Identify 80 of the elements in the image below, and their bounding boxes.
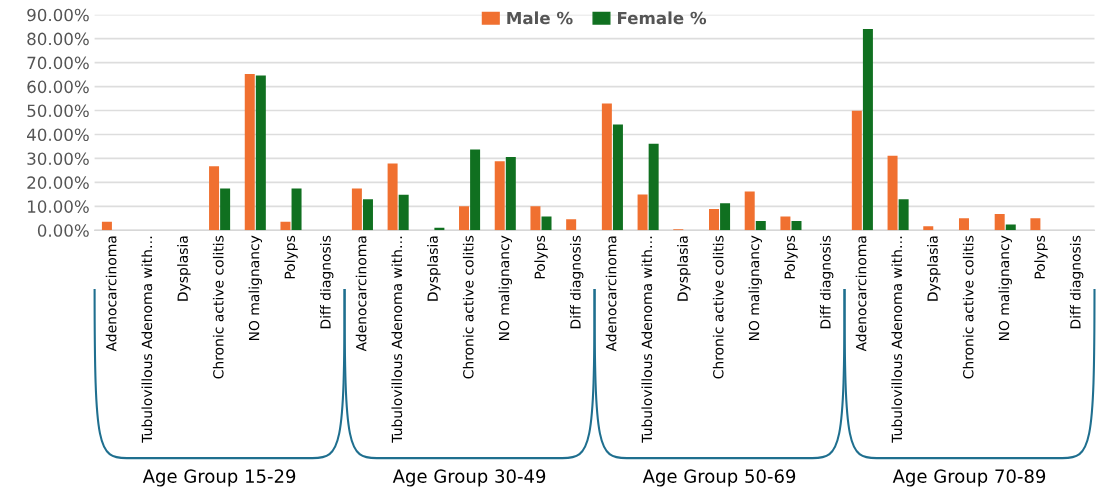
y-tick-label: 0.00% (37, 224, 89, 237)
bar (780, 216, 791, 231)
y-tick-label: 60.00% (27, 80, 89, 94)
bar (280, 221, 291, 231)
bar (648, 143, 659, 231)
x-tick-label: NO malignancy (248, 235, 263, 341)
y-tick-label: 80.00% (27, 32, 89, 46)
y-tick-label: 30.00% (27, 152, 89, 165)
bar (244, 74, 255, 231)
bar (387, 163, 398, 231)
x-tick-label: Tubulovillous Adenoma with… (891, 236, 903, 443)
y-tick-label: 40.00% (27, 128, 89, 142)
bar (566, 219, 577, 231)
y-tick-label: 10.00% (28, 200, 89, 213)
bar (994, 214, 1005, 231)
x-tick-label: Chronic active colitis (462, 235, 474, 379)
text: Age Group 15-29 (142, 469, 296, 487)
x-tick-label: Polyps (784, 235, 798, 279)
bar (209, 166, 220, 231)
y-tick-label: 50.00% (27, 104, 89, 118)
bar (530, 206, 541, 231)
text: Age Group 70-89 (892, 469, 1046, 487)
bar (958, 218, 969, 231)
x-tick-label: Diff diagnosis (819, 235, 834, 329)
legend-label: Male % (507, 11, 573, 25)
x-tick-label: Diff diagnosis (569, 235, 584, 329)
y-tick-label: 70.00% (27, 56, 89, 70)
text: Age Group 50-69 (642, 469, 796, 487)
legend-label: Female % (618, 11, 707, 25)
bar (505, 157, 516, 231)
bar (541, 216, 552, 231)
bar (291, 188, 302, 231)
bar (709, 208, 719, 231)
bar (398, 194, 409, 231)
bar (601, 103, 612, 231)
x-tick-label: Tubulovillous Adenoma with… (141, 236, 153, 443)
bar (923, 226, 934, 231)
bar (862, 29, 873, 231)
x-tick-label: Chronic active colitis (712, 235, 724, 379)
x-tick-label: Adenocarcinoma (105, 236, 117, 352)
bar (459, 206, 470, 231)
bar (362, 199, 373, 231)
bar (898, 199, 909, 231)
x-tick-label: Dysplasia (927, 236, 941, 301)
bar (255, 75, 266, 231)
bar (791, 220, 802, 231)
bar (755, 220, 766, 231)
x-tick-label: Dysplasia (177, 236, 191, 301)
x-tick-label: Adenocarcinoma (855, 236, 867, 352)
x-tick-label: Polyps (284, 235, 298, 279)
bar (851, 110, 862, 231)
bar (637, 194, 648, 231)
x-tick-label: Chronic active colitis (212, 235, 224, 379)
x-tick-label: Polyps (534, 235, 548, 279)
text: Age Group 30-49 (392, 469, 546, 487)
x-tick-label: Tubulovillous Adenoma with… (391, 236, 403, 443)
bar (351, 188, 362, 231)
bar (744, 191, 755, 231)
bar (494, 161, 505, 231)
x-tick-label: Adenocarcinoma (605, 236, 617, 352)
y-tick-label: 90.00% (27, 8, 89, 22)
x-tick-label: NO malignancy (998, 235, 1012, 341)
x-tick-label: NO malignancy (498, 235, 512, 341)
x-tick-label: Diff diagnosis (1069, 235, 1084, 329)
y-tick-label: 20.00% (27, 176, 89, 189)
bar (470, 149, 481, 231)
x-tick-label: Dysplasia (427, 236, 441, 301)
bar (1030, 218, 1041, 231)
bar (612, 124, 623, 231)
bar (720, 203, 731, 231)
x-tick-label: Tubulovillous Adenoma with… (641, 236, 653, 443)
bar (220, 188, 231, 231)
bar (887, 155, 898, 231)
x-tick-label: Polyps (1034, 235, 1048, 279)
bar (101, 221, 112, 231)
x-tick-label: Dysplasia (677, 236, 691, 301)
x-tick-label: Diff diagnosis (320, 235, 334, 329)
x-tick-label: Adenocarcinoma (355, 236, 367, 352)
x-tick-label: NO malignancy (748, 235, 762, 341)
x-tick-label: Chronic active colitis (962, 235, 974, 379)
